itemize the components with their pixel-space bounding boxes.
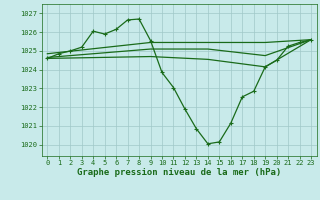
X-axis label: Graphe pression niveau de la mer (hPa): Graphe pression niveau de la mer (hPa) [77, 168, 281, 177]
